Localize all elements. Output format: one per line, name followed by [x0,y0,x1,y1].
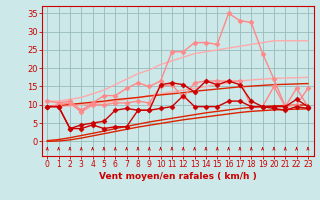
X-axis label: Vent moyen/en rafales ( km/h ): Vent moyen/en rafales ( km/h ) [99,172,256,181]
